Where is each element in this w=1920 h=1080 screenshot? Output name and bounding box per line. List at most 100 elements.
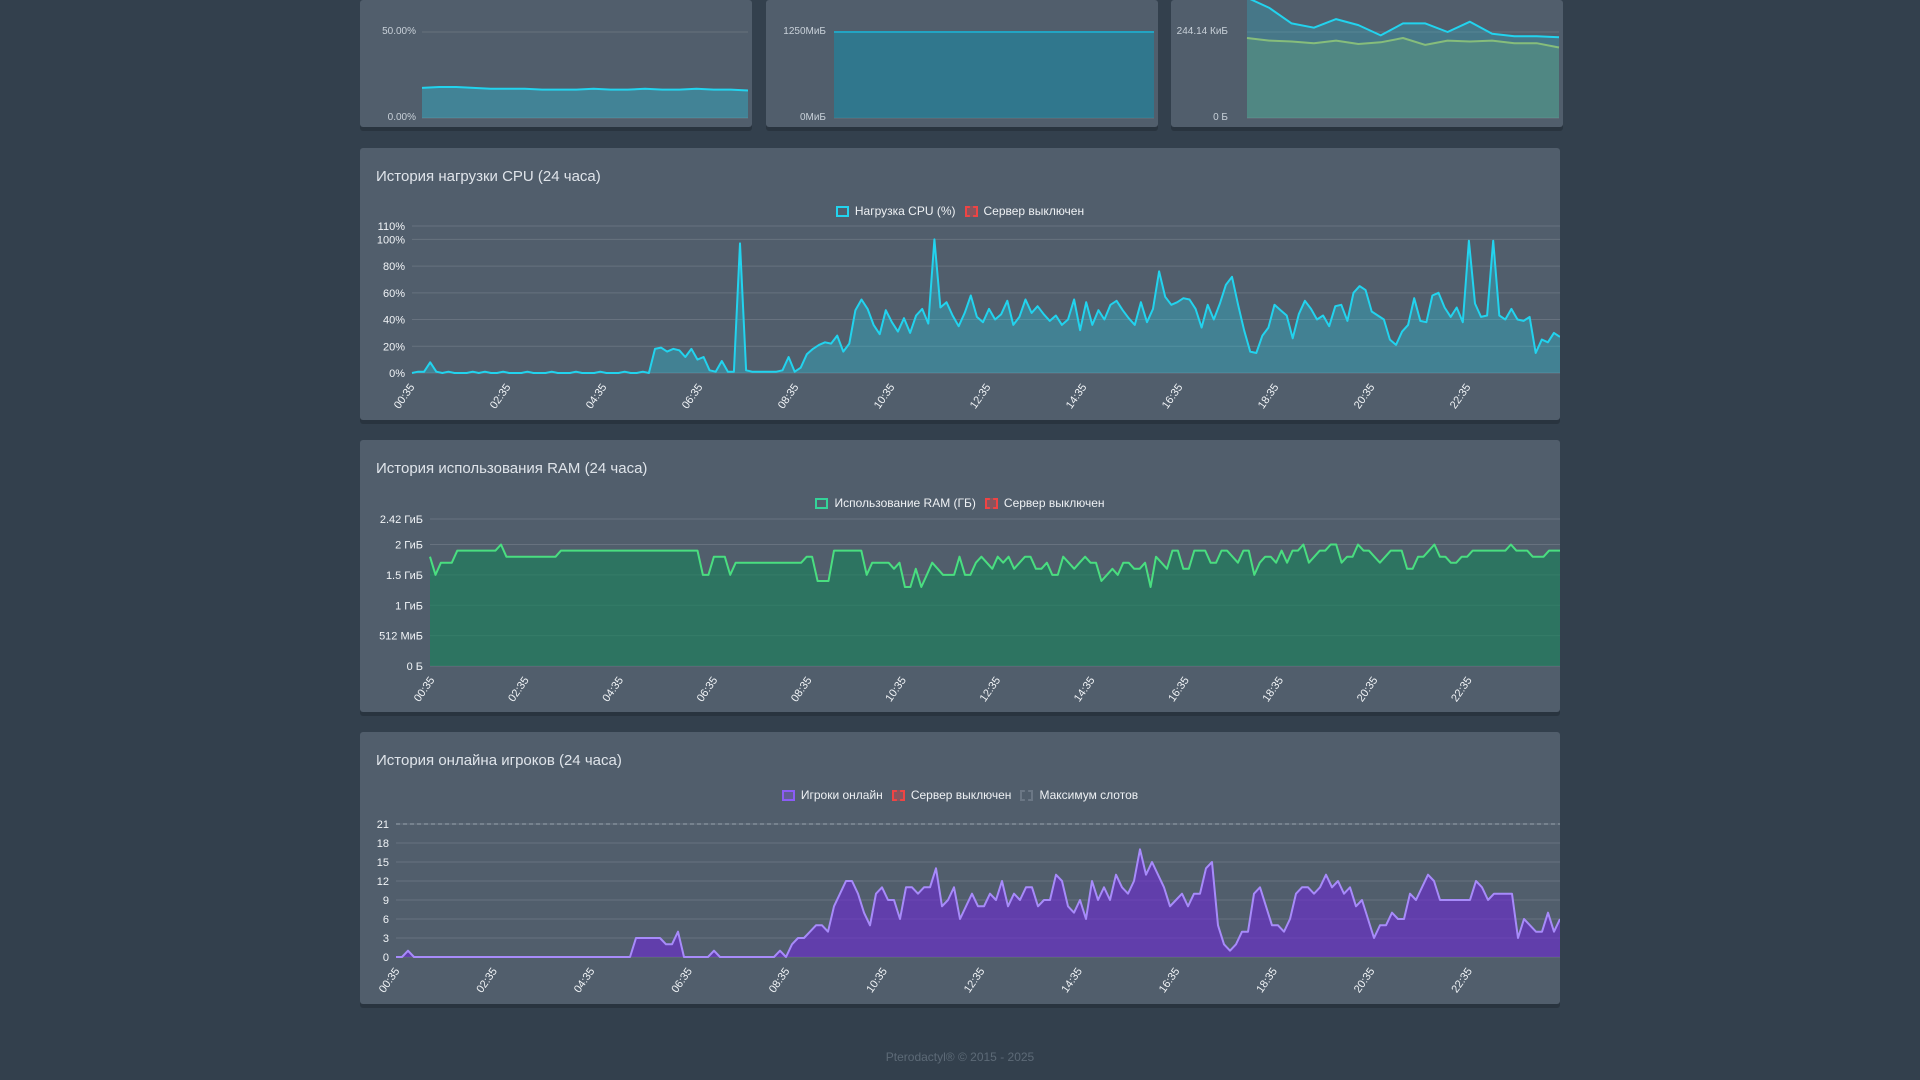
x-tick-label: 20:35 [1352,382,1378,411]
players-chart-title: История онлайна игроков (24 часа) [376,752,622,769]
ram-chart-legend: Использование RAM (ГБ) Сервер выключен [360,496,1560,510]
x-tick-label: 10:35 [872,382,898,411]
x-tick-label: 20:35 [1355,675,1381,704]
x-tick-label: 06:35 [669,966,695,995]
mini-y-tick-bottom: 0 Б [1213,112,1228,123]
x-tick-label: 14:35 [1059,966,1085,995]
x-tick-label: 08:35 [776,382,802,411]
mini-series-line [1249,0,1560,39]
y-tick-label: 40% [383,315,405,327]
legend-swatch [891,789,905,801]
y-tick-label: 60% [383,288,405,300]
cpu-chart-plot: 110%100% 80% 60% 40% 20% 0% 00:35 02:35 04:35 06:… [377,221,1560,411]
legend-item-server-off[interactable]: Сервер выключен [984,496,1105,510]
mini-y-tick-top: 244.14 КиБ [1176,26,1228,37]
x-tick-label: 06:35 [695,675,721,704]
y-tick-label: 15 [377,857,389,869]
x-tick-label: 02:35 [506,675,532,704]
x-tick-label: 08:35 [789,675,815,704]
x-tick-label: 12:35 [978,675,1004,704]
y-tick-label: 0 [383,952,389,964]
mini-series-area [834,32,1154,118]
legend-item-ram-usage[interactable]: Использование RAM (ГБ) [815,496,976,510]
y-tick-label: 100% [377,234,405,246]
mini-y-tick-bottom: 0.00% [387,112,416,123]
x-tick-label: 02:35 [488,382,514,411]
legend-swatch [984,497,998,509]
cpu-chart-legend: Нагрузка CPU (%) Сервер выключен [360,204,1560,218]
mini-cpu-sparkline [421,31,749,119]
legend-label: Сервер выключен [1003,496,1105,510]
mini-y-tick-top: 1250МиБ [783,26,826,37]
legend-item-max-slots[interactable]: Максимум слотов [1020,788,1138,802]
legend-item-players-online[interactable]: Игроки онлайн [781,788,883,802]
x-tick-label: 04:35 [600,675,626,704]
mini-series-line [421,86,749,92]
mini-ram-sparkline [834,31,1154,119]
x-tick-label: 18:35 [1256,382,1282,411]
x-tick-label: 00:35 [412,675,438,704]
x-tick-label: 16:35 [1157,966,1183,995]
x-tick-label: 02:35 [474,966,500,995]
y-tick-label: 21 [377,819,389,831]
series-area [396,849,1560,957]
footer-copyright: Pterodactyl® © 2015 - 2025 [885,1050,1035,1064]
mini-series-area [422,87,748,118]
legend-item-server-off[interactable]: Сервер выключен [891,788,1012,802]
x-tick-label: 06:35 [680,382,706,411]
y-tick-label: 3 [383,933,389,945]
ram-chart-title: История использования RAM (24 часа) [376,460,648,477]
x-tick-label: 20:35 [1352,966,1378,995]
series-area [412,239,1560,373]
legend-swatch [815,497,829,509]
legend-swatch [964,205,978,217]
y-tick-label: 9 [383,895,389,907]
legend-swatch [1020,789,1034,801]
series-line [396,848,1560,958]
y-tick-label: 1.5 ГиБ [386,570,423,582]
players-chart-plot: 21 18 15 12 9 6 3 0 00:35 02:35 04:35 06:35 08:35 10:… [377,819,1560,995]
y-tick-label: 0% [389,368,405,380]
x-tick-label: 10:35 [883,675,909,704]
x-tick-label: 04:35 [584,382,610,411]
legend-swatch [835,205,849,217]
mini-cpu-card: 50.00% 0.00% [360,0,752,127]
x-tick-label: 16:35 [1160,382,1186,411]
cpu-history-card: История нагрузки CPU (24 часа) Нагрузка … [360,148,1560,420]
x-tick-label: 04:35 [572,966,598,995]
legend-label: Использование RAM (ГБ) [834,496,976,510]
legend-label: Максимум слотов [1039,788,1139,802]
mini-y-tick-top: 50.00% [382,26,416,37]
y-tick-label: 1 ГиБ [395,600,423,612]
y-tick-label: 0 Б [407,661,423,673]
y-tick-label: 2.42 ГиБ [380,514,423,526]
x-tick-label: 10:35 [864,966,890,995]
y-tick-label: 6 [383,914,389,926]
mini-y-tick-bottom: 0МиБ [799,112,826,123]
legend-item-server-off[interactable]: Сервер выключен [964,204,1084,218]
mini-ram-card: 1250МиБ 0МиБ [766,0,1158,127]
legend-item-cpu-load[interactable]: Нагрузка CPU (%) [835,204,956,218]
legend-swatch [781,789,795,801]
series-line [429,543,1560,588]
x-tick-label: 16:35 [1166,675,1192,704]
x-tick-label: 22:35 [1449,675,1475,704]
legend-label: Игроки онлайн [800,788,883,802]
x-tick-label: 00:35 [377,966,403,995]
x-tick-label: 14:35 [1064,382,1090,411]
ram-history-card: История использования RAM (24 часа) Испо… [360,440,1560,712]
x-tick-label: 12:35 [962,966,988,995]
y-tick-label: 12 [377,876,389,888]
y-tick-label: 2 ГиБ [395,540,423,552]
x-tick-label: 22:35 [1448,382,1474,411]
x-tick-label: 08:35 [767,966,793,995]
mini-series-area [1247,0,1559,118]
x-tick-label: 00:35 [392,382,418,411]
players-history-card: История онлайна игроков (24 часа) Игроки… [360,732,1560,1004]
y-tick-label: 18 [377,838,389,850]
players-chart-legend: Игроки онлайн Сервер выключен Максимум с… [360,788,1560,802]
legend-label: Сервер выключен [910,788,1012,802]
series-line [411,238,1560,374]
x-tick-label: 18:35 [1254,966,1280,995]
y-tick-label: 20% [383,341,405,353]
